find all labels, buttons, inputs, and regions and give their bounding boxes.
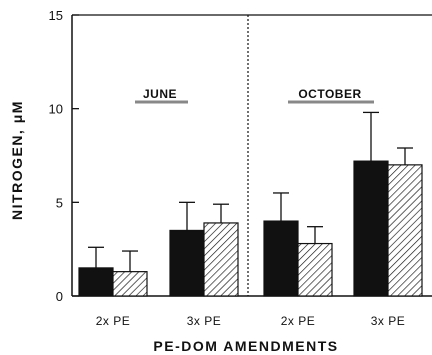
category-label-1: 2x PE <box>96 314 131 328</box>
panel-label-october: OCTOBER <box>298 87 361 101</box>
bar-s1-3 <box>263 220 299 297</box>
y-axis-title: NITROGEN, μM <box>9 100 25 220</box>
bar-s2-1 <box>112 271 148 297</box>
category-label-2: 3x PE <box>187 314 222 328</box>
panel-label-june: JUNE <box>143 87 177 101</box>
y-tick-label-5: 5 <box>56 195 63 210</box>
bar-s1-4 <box>353 160 389 297</box>
y-tick-label-0: 0 <box>56 289 63 304</box>
category-label-3: 2x PE <box>281 314 316 328</box>
bar-s2-4 <box>387 164 423 297</box>
bar-s2-2 <box>203 222 239 297</box>
y-axis-ticks: 0 5 10 15 <box>49 8 79 304</box>
bar-s2-3 <box>297 242 333 297</box>
bar-s1-1 <box>78 267 114 297</box>
y-tick-label-10: 10 <box>49 102 63 117</box>
bars <box>78 111 423 297</box>
bar-s1-2 <box>169 229 205 297</box>
x-axis-categories: 2x PE 3x PE 2x PE 3x PE <box>96 314 406 328</box>
category-label-4: 3x PE <box>371 314 406 328</box>
y-tick-label-15: 15 <box>49 8 63 23</box>
x-axis-title: PE-DOM AMENDMENTS <box>153 338 338 354</box>
